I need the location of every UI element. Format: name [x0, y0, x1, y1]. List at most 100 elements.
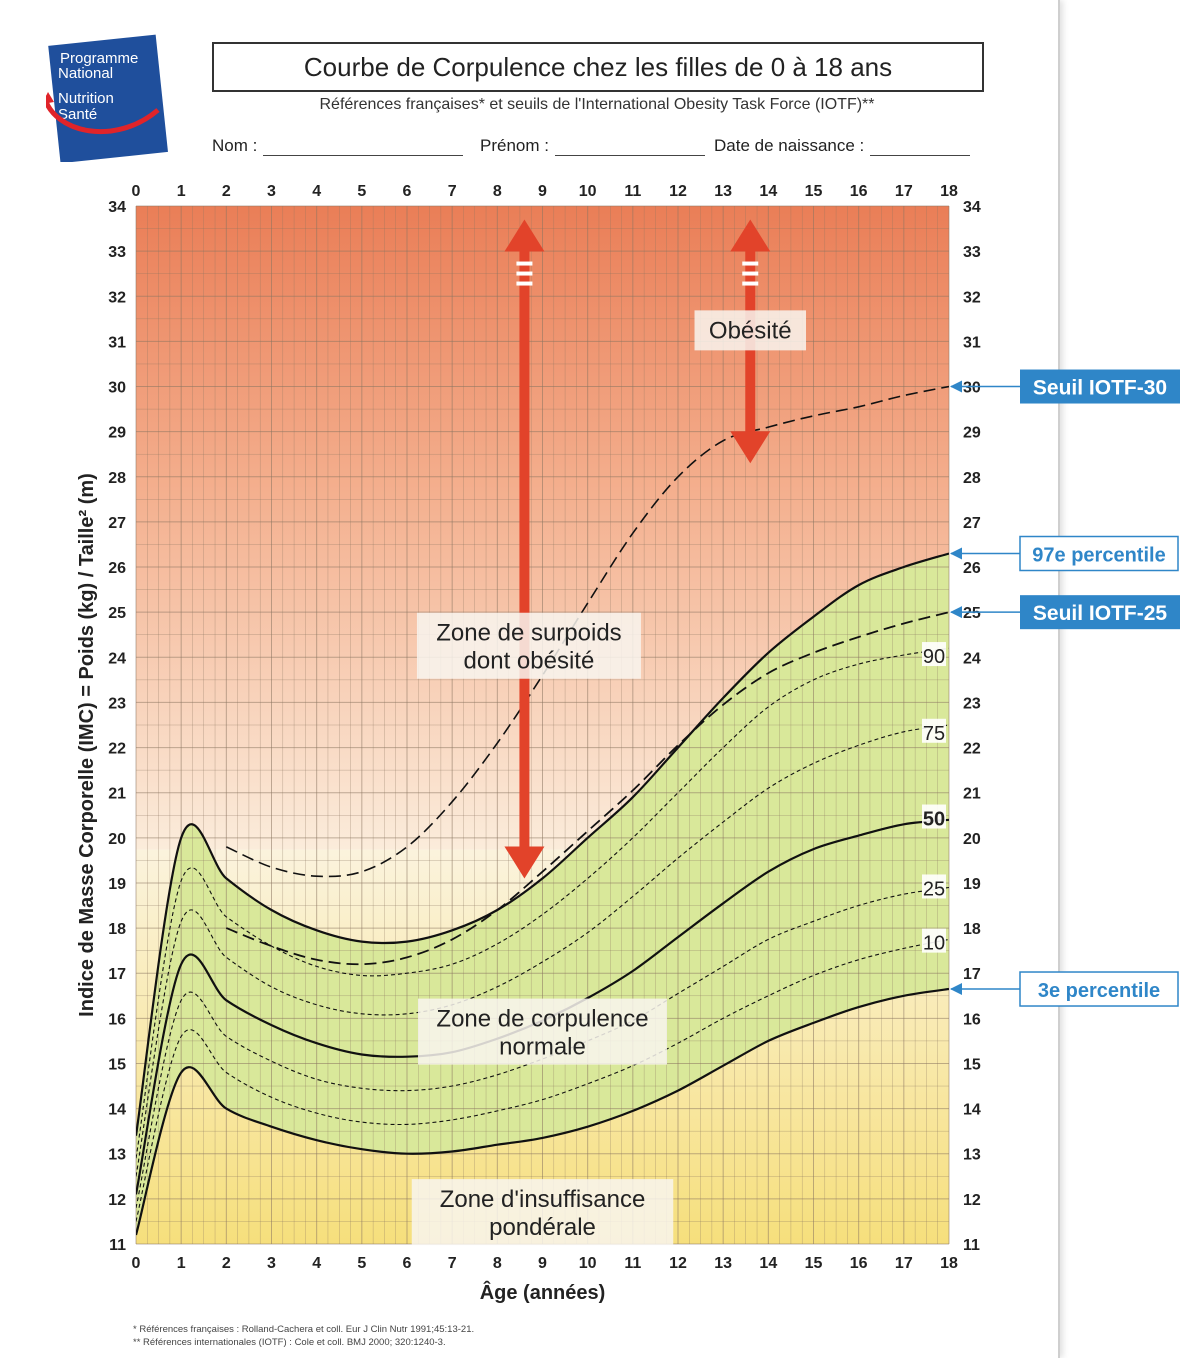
callout-box: [1020, 595, 1180, 630]
y-tick-label-right: 27: [963, 515, 981, 532]
y-tick-label: 32: [108, 289, 126, 306]
y-tick-label: 28: [108, 470, 126, 487]
callout-arrow-icon: [950, 606, 962, 619]
x-tick-label: 10: [579, 1255, 597, 1272]
callout-box: [1020, 369, 1180, 404]
y-tick-label: 31: [108, 334, 126, 351]
x-tick-label: 5: [357, 1255, 366, 1272]
x-tick-label-top: 18: [940, 183, 958, 200]
y-tick-label-right: 22: [963, 741, 981, 758]
zone-label-bg: [416, 612, 641, 679]
y-tick-label: 24: [108, 650, 126, 667]
y-tick-label: 33: [108, 244, 126, 261]
y-tick-label-right: 34: [963, 199, 981, 216]
curve-seuil-iotf-25: [225, 611, 949, 966]
arrow-break: [742, 271, 759, 276]
percentile-label: 10: [922, 928, 946, 955]
firstname-field[interactable]: Prénom :: [480, 136, 705, 156]
zone-label-line1: Obésité: [709, 317, 792, 344]
y-tick-label: 30: [108, 380, 126, 397]
zone-label-bg: [694, 310, 807, 351]
percentile-label-bg: [922, 874, 946, 899]
callout-box: [1019, 971, 1179, 1007]
y-tick-label: 21: [108, 786, 126, 803]
y-tick-label-right: 19: [963, 876, 981, 893]
arrow-down-icon: [504, 846, 545, 879]
y-axis-title: Indice de Masse Corporelle (IMC) = Poids…: [76, 473, 98, 1017]
birthdate-label: Date de naissance :: [714, 136, 865, 155]
logo-text-2: National: [58, 65, 113, 82]
patient-fields: Nom : Prénom : Date de naissance :: [212, 136, 982, 160]
x-tick-label-top: 1: [177, 183, 186, 200]
x-tick-label-top: 14: [759, 183, 777, 200]
curve-75: [136, 724, 949, 1177]
y-tick-label: 26: [108, 560, 126, 577]
x-tick-label: 17: [895, 1255, 913, 1272]
x-tick-label: 7: [448, 1255, 457, 1272]
x-tick-label-top: 15: [805, 183, 823, 200]
zone-label-bg: [411, 1179, 674, 1246]
callout-arrow-icon: [950, 380, 962, 393]
x-tick-label-top: 3: [267, 183, 276, 200]
zone-label-line1: Zone de corpulence: [436, 1006, 648, 1033]
y-tick-label-right: 18: [963, 921, 981, 938]
y-tick-label: 23: [108, 695, 126, 712]
callout-97e-percentile: 97e percentile: [950, 535, 1179, 572]
percentile-label-text: 75: [923, 723, 945, 745]
x-tick-label-top: 11: [624, 183, 641, 200]
x-tick-label: 0: [132, 1255, 141, 1272]
x-tick-label: 4: [312, 1255, 321, 1272]
y-tick-label-right: 32: [963, 289, 981, 306]
logo-text-4: Santé: [58, 106, 97, 123]
y-tick-label-right: 11: [963, 1237, 980, 1254]
percentile-label-text: 90: [923, 646, 945, 668]
y-tick-label-right: 33: [963, 244, 981, 261]
percentile-label-bg: [922, 718, 946, 743]
curve-seuil-iotf-30: [225, 385, 949, 878]
y-tick-label: 11: [109, 1237, 126, 1254]
percentile-label: 50: [922, 804, 946, 831]
name-field[interactable]: Nom :: [212, 136, 464, 156]
y-tick-label: 12: [108, 1192, 126, 1209]
y-tick-label-right: 20: [963, 831, 981, 848]
zone-label: Obésité: [694, 310, 807, 351]
callout-seuil-iotf-30: Seuil IOTF-30: [950, 369, 1180, 404]
percentile-label: 75: [922, 718, 946, 745]
percentile-label-text: 25: [923, 878, 945, 900]
percentile-label-text: 10: [923, 933, 945, 955]
y-tick-label: 15: [108, 1056, 126, 1073]
y-tick-label: 19: [108, 876, 126, 893]
y-tick-label: 16: [108, 1011, 126, 1028]
curve-97: [136, 552, 949, 1136]
percentile-label: 90: [922, 642, 946, 668]
zone-label-line2: pondérale: [489, 1214, 596, 1241]
y-tick-label: 17: [108, 966, 126, 983]
callout-text: 97e percentile: [1032, 545, 1165, 567]
percentile-label-text: 50: [923, 809, 945, 831]
chart-subtitle: Références françaises* et seuils de l'In…: [319, 96, 875, 113]
x-tick-label-top: 4: [312, 183, 321, 200]
y-tick-label-right: 15: [963, 1056, 981, 1073]
y-tick-label: 27: [108, 515, 126, 532]
y-tick-label-right: 16: [963, 1011, 981, 1028]
arrow-break: [742, 261, 759, 266]
x-tick-label: 3: [267, 1255, 276, 1272]
y-tick-label-right: 23: [963, 695, 981, 712]
y-tick-label-right: 28: [963, 470, 981, 487]
x-tick-label: 8: [493, 1255, 502, 1272]
x-tick-label: 18: [940, 1255, 958, 1272]
y-tick-label-right: 14: [963, 1102, 981, 1119]
y-tick-label: 22: [108, 741, 126, 758]
grid: [135, 205, 950, 1245]
x-tick-label: 11: [624, 1255, 641, 1272]
y-tick-label: 34: [108, 199, 126, 216]
x-tick-label: 2: [222, 1255, 231, 1272]
y-tick-label-right: 21: [963, 786, 981, 803]
y-tick-label-right: 17: [963, 966, 981, 983]
pnns-logo: Programme National Nutrition Santé: [46, 34, 168, 162]
birthdate-field[interactable]: Date de naissance :: [714, 136, 971, 156]
y-tick-label: 29: [108, 425, 126, 442]
